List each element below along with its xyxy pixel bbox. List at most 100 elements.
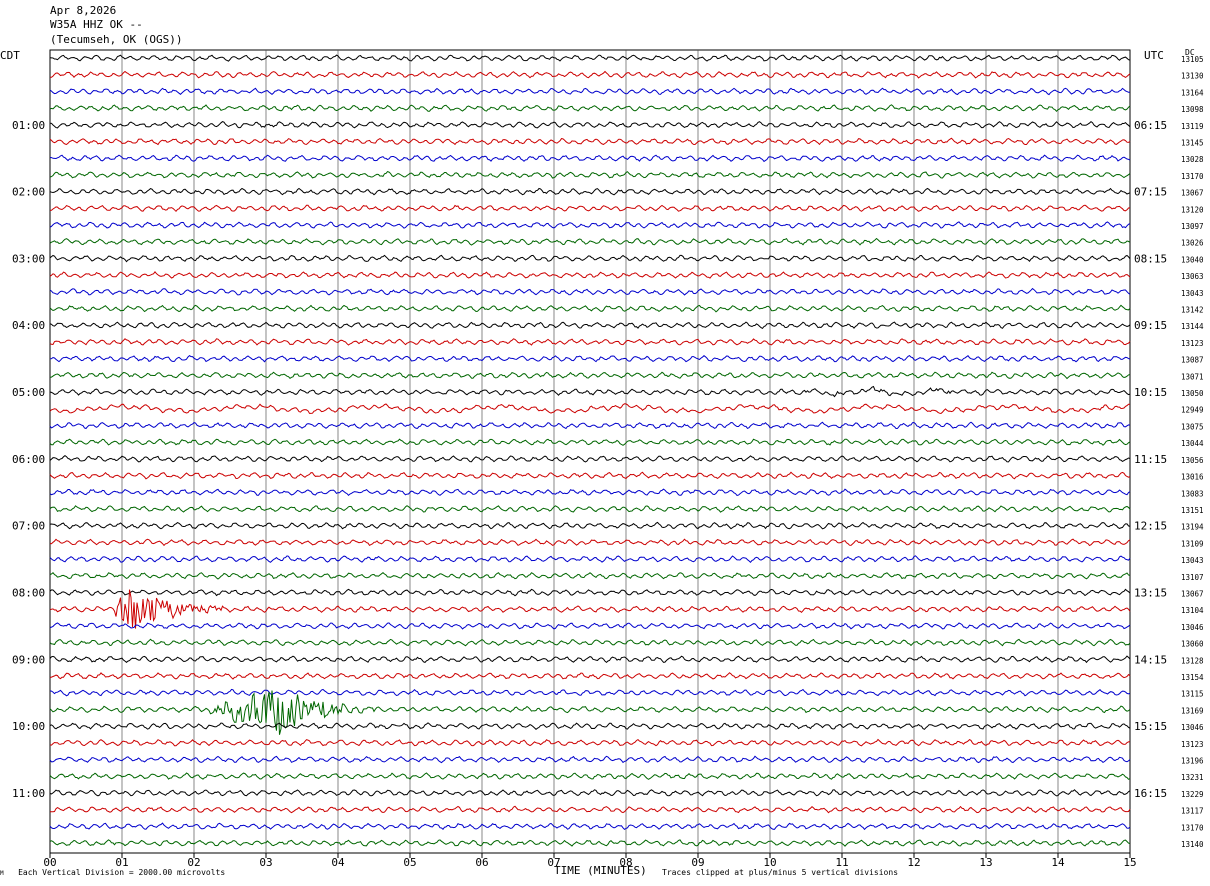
seismic-trace: [49, 403, 1130, 415]
seismic-trace: [49, 54, 1131, 62]
trace-dc-value: 13196: [1181, 757, 1204, 766]
seismic-trace: [49, 488, 1131, 497]
x-tick-label: 10: [763, 856, 776, 869]
trace-dc-value: 13043: [1181, 289, 1204, 298]
trace-dc-value: 13154: [1181, 673, 1204, 682]
trace-dc-value: 13231: [1181, 773, 1204, 782]
right-hour-label: 09:15: [1134, 319, 1167, 332]
left-timezone-label: CDT: [0, 49, 20, 62]
right-hour-label: 14:15: [1134, 653, 1167, 666]
trace-dc-value: 13028: [1181, 155, 1204, 164]
right-hour-label: 08:15: [1134, 252, 1167, 265]
trace-dc-value: 13105: [1181, 55, 1204, 64]
seismic-trace: [49, 755, 1131, 764]
seismic-trace: [49, 371, 1131, 380]
trace-dc-value: 13071: [1181, 372, 1204, 381]
trace-dc-value: 13151: [1181, 506, 1204, 515]
trace-dc-value: 13098: [1181, 105, 1204, 114]
seismic-trace: [49, 571, 1131, 580]
seismic-trace: [49, 505, 1131, 513]
left-hour-label: 04:00: [12, 319, 45, 332]
seismic-trace: [49, 471, 1131, 480]
x-tick-label: 03: [259, 856, 272, 869]
trace-dc-value: 13229: [1181, 790, 1204, 799]
x-tick-label: 07: [547, 856, 560, 869]
trace-dc-value: 13123: [1181, 740, 1204, 749]
seismic-trace: [49, 438, 1131, 446]
trace-dc-value: 13107: [1181, 573, 1204, 582]
trace-dc-value: 13097: [1181, 222, 1204, 231]
left-hour-label: 02:00: [12, 186, 45, 199]
trace-dc-value: 13117: [1181, 807, 1204, 816]
x-tick-label: 08: [619, 856, 632, 869]
trace-dc-value: 13115: [1181, 690, 1204, 699]
trace-dc-value: 13046: [1181, 623, 1204, 632]
seismic-trace: [49, 270, 1131, 279]
trace-dc-value: 13067: [1181, 590, 1204, 599]
trace-dc-value: 13016: [1181, 473, 1204, 482]
left-hour-label: 11:00: [12, 787, 45, 800]
trace-dc-value: 13067: [1181, 189, 1204, 198]
right-hour-label: 07:15: [1134, 186, 1167, 199]
trace-dc-value: 13145: [1181, 139, 1204, 148]
trace-dc-value: 13060: [1181, 640, 1204, 649]
seismic-trace: [49, 221, 1131, 229]
scale-note: M Each Vertical Division = 2000.00 micro…: [0, 868, 225, 877]
left-hour-label: 05:00: [12, 386, 45, 399]
x-tick-label: 01: [115, 856, 128, 869]
seismic-trace: [49, 385, 1131, 398]
seismic-trace: [49, 204, 1131, 213]
trace-dc-value: 13056: [1181, 456, 1204, 465]
trace-dc-value: 13109: [1181, 539, 1204, 548]
trace-dc-value: 13119: [1181, 122, 1204, 131]
seismic-trace: [49, 287, 1131, 296]
right-hour-label: 13:15: [1134, 587, 1167, 600]
trace-dc-value: 13170: [1181, 172, 1204, 181]
seismic-trace: [50, 70, 1131, 79]
corner-mark: M: [0, 870, 4, 877]
right-hour-label: 10:15: [1134, 386, 1167, 399]
trace-dc-value: 13050: [1181, 389, 1204, 398]
left-hour-label: 03:00: [12, 252, 45, 265]
seismic-trace: [49, 622, 1131, 630]
seismic-trace: [49, 839, 1131, 847]
trace-dc-value: 13144: [1181, 322, 1204, 331]
seismic-trace: [49, 338, 1131, 346]
left-hour-label: 07:00: [12, 520, 45, 533]
x-tick-label: 15: [1123, 856, 1136, 869]
seismic-trace: [49, 187, 1131, 196]
seismic-trace: [49, 87, 1131, 96]
x-tick-label: 13: [979, 856, 992, 869]
seismic-trace: [49, 137, 1131, 146]
seismic-trace: [49, 672, 1131, 680]
right-hour-label: 12:15: [1134, 520, 1167, 533]
right-timezone-label: UTC: [1144, 49, 1164, 62]
trace-dc-value: 13194: [1181, 523, 1204, 532]
seismic-trace: [50, 805, 1131, 814]
trace-dc-value: 13170: [1181, 823, 1204, 832]
seismic-trace: [49, 354, 1131, 363]
trace-dc-value: 13046: [1181, 723, 1204, 732]
x-tick-label: 06: [475, 856, 488, 869]
seismic-trace: [49, 789, 1131, 797]
seismic-trace: [49, 254, 1131, 263]
right-hour-label: 11:15: [1134, 453, 1167, 466]
seismic-trace: [49, 722, 1131, 730]
trace-dc-value: 13026: [1181, 239, 1204, 248]
x-tick-label: 02: [187, 856, 200, 869]
right-hour-label: 15:15: [1134, 720, 1167, 733]
seismic-trace: [49, 638, 1131, 647]
left-hour-label: 01:00: [12, 119, 45, 132]
x-tick-label: 12: [907, 856, 920, 869]
x-tick-label: 05: [403, 856, 416, 869]
trace-dc-value: 13164: [1181, 88, 1204, 97]
seismic-trace: [49, 104, 1131, 113]
trace-dc-value: 13075: [1181, 422, 1204, 431]
right-hour-label: 06:15: [1134, 119, 1167, 132]
seismic-trace: [49, 538, 1131, 547]
seismic-trace: [49, 421, 1131, 430]
seismic-trace: [49, 690, 1131, 735]
x-tick-label: 11: [835, 856, 848, 869]
scale-note-text: Each Vertical Division = 2000.00 microvo…: [18, 868, 226, 877]
